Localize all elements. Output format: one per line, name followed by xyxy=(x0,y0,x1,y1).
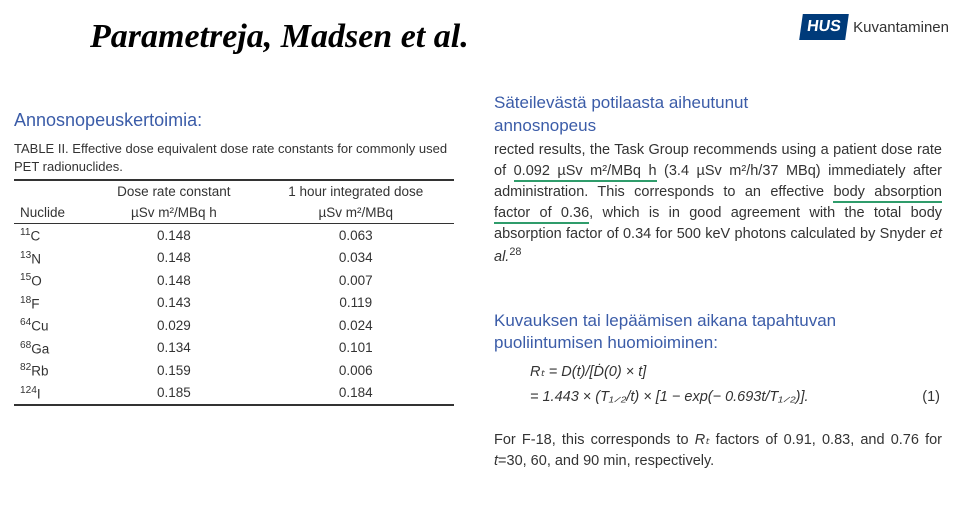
cell-dose: 0.063 xyxy=(258,224,454,247)
eq-line2: = 1.443 × (T₁⸝₂/t) × [1 − exp(− 0.693t/T… xyxy=(530,385,809,410)
logo-box: HUS xyxy=(799,14,848,40)
cell-rate: 0.185 xyxy=(90,382,257,406)
dose-table: Dose rate constant 1 hour integrated dos… xyxy=(14,179,454,406)
cell-rate: 0.148 xyxy=(90,224,257,247)
table-row: 11C0.1480.063 xyxy=(14,224,454,247)
mid-label: Kuvauksen tai lepäämisen aikana tapahtuv… xyxy=(494,310,934,354)
cell-rate: 0.159 xyxy=(90,359,257,382)
mid-l2: puoliintumisen huomioiminen: xyxy=(494,333,718,352)
cell-nuclide: 15O xyxy=(14,269,90,292)
th-c2-l1: Dose rate constant xyxy=(90,180,257,202)
cell-nuclide: 124I xyxy=(14,382,90,406)
cell-rate: 0.148 xyxy=(90,269,257,292)
right-label: Säteilevästä potilaasta aiheutunut annos… xyxy=(494,92,748,138)
table-block: TABLE II. Effective dose equivalent dose… xyxy=(14,140,454,406)
left-label: Annosnopeuskertoimia: xyxy=(14,110,202,131)
page-title: Parametreja, Madsen et al. xyxy=(90,18,469,56)
table-row: 13N0.1480.034 xyxy=(14,247,454,270)
p1ref: 28 xyxy=(509,246,521,258)
th-nuclide: Nuclide xyxy=(14,202,90,224)
p2a: For F-18, this corresponds to xyxy=(494,432,695,448)
p1u1: 0.092 µSv m²/MBq h xyxy=(514,163,657,182)
cell-dose: 0.101 xyxy=(258,337,454,360)
cell-nuclide: 18F xyxy=(14,292,90,315)
cell-dose: 0.007 xyxy=(258,269,454,292)
cell-nuclide: 64Cu xyxy=(14,314,90,337)
excerpt-paragraph-1: rected results, the Task Group recommend… xyxy=(494,140,942,268)
table-row: 18F0.1430.119 xyxy=(14,292,454,315)
hus-logo: HUS Kuvantaminen xyxy=(801,14,949,40)
p2b: Rₜ xyxy=(695,432,710,448)
eq-line1: Rₜ = D(t)/[Ḋ(0) × t] xyxy=(530,360,940,385)
cell-rate: 0.143 xyxy=(90,292,257,315)
cell-dose: 0.119 xyxy=(258,292,454,315)
th-c2-l2: µSv m²/MBq h xyxy=(90,202,257,224)
table-row: 82Rb0.1590.006 xyxy=(14,359,454,382)
table-row: 15O0.1480.007 xyxy=(14,269,454,292)
excerpt-paragraph-2: For F-18, this corresponds to Rₜ factors… xyxy=(494,430,942,472)
cell-dose: 0.034 xyxy=(258,247,454,270)
cell-rate: 0.029 xyxy=(90,314,257,337)
cell-rate: 0.148 xyxy=(90,247,257,270)
p2e: =30, 60, and 90 min, respectively. xyxy=(498,453,714,469)
logo-text: Kuvantaminen xyxy=(853,19,949,36)
cell-dose: 0.006 xyxy=(258,359,454,382)
table-caption: TABLE II. Effective dose equivalent dose… xyxy=(14,140,454,175)
right-label-l2: annosnopeus xyxy=(494,116,596,135)
mid-l1: Kuvauksen tai lepäämisen aikana tapahtuv… xyxy=(494,311,836,330)
equation-block: Rₜ = D(t)/[Ḋ(0) × t] = 1.443 × (T₁⸝₂/t) … xyxy=(530,360,940,409)
cell-nuclide: 13N xyxy=(14,247,90,270)
th-blank xyxy=(14,180,90,202)
cell-nuclide: 82Rb xyxy=(14,359,90,382)
cell-rate: 0.134 xyxy=(90,337,257,360)
th-c3-l2: µSv m²/MBq xyxy=(258,202,454,224)
p2c: factors of 0.91, 0.83, and 0.76 for xyxy=(710,432,942,448)
cell-nuclide: 11C xyxy=(14,224,90,247)
cell-dose: 0.184 xyxy=(258,382,454,406)
cell-nuclide: 68Ga xyxy=(14,337,90,360)
eq-num: (1) xyxy=(922,385,940,410)
th-c3-l1: 1 hour integrated dose xyxy=(258,180,454,202)
table-row: 124I0.1850.184 xyxy=(14,382,454,406)
table-row: 68Ga0.1340.101 xyxy=(14,337,454,360)
cell-dose: 0.024 xyxy=(258,314,454,337)
right-label-l1: Säteilevästä potilaasta aiheutunut xyxy=(494,93,748,112)
table-row: 64Cu0.0290.024 xyxy=(14,314,454,337)
